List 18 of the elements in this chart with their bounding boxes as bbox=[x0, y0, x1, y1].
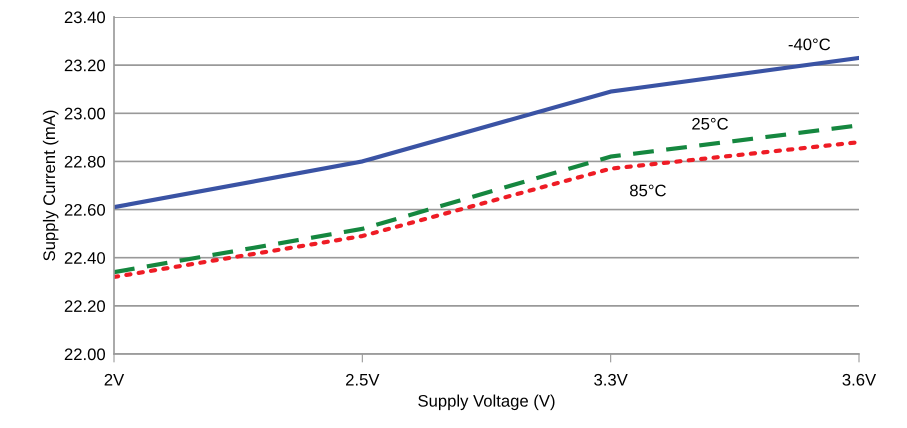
x-tick-label: 2V bbox=[104, 374, 124, 386]
y-tick-label: 22.60 bbox=[64, 204, 106, 216]
y-tick-label: 23.20 bbox=[64, 60, 106, 72]
y-tick-label: 22.20 bbox=[64, 300, 106, 312]
line-series bbox=[114, 56, 859, 210]
y-tick-label: 22.40 bbox=[64, 252, 106, 264]
y-tick-label: 22.00 bbox=[64, 348, 106, 360]
y-tick-label: 23.00 bbox=[64, 108, 106, 120]
series-label: -40°C bbox=[788, 38, 830, 50]
series-label: 85°C bbox=[630, 184, 666, 196]
x-tick-label: 3.3V bbox=[594, 374, 628, 386]
series-label: 25°C bbox=[692, 118, 728, 130]
y-tick-label: 23.40 bbox=[64, 11, 106, 24]
y-axis-title: Supply Current (mA) bbox=[42, 110, 58, 261]
x-axis-title: Supply Voltage (V) bbox=[418, 394, 554, 410]
x-tick-label: 2.5V bbox=[346, 374, 380, 386]
x-tick-label: 3.6V bbox=[842, 374, 876, 386]
y-tick-label: 22.80 bbox=[64, 156, 106, 168]
